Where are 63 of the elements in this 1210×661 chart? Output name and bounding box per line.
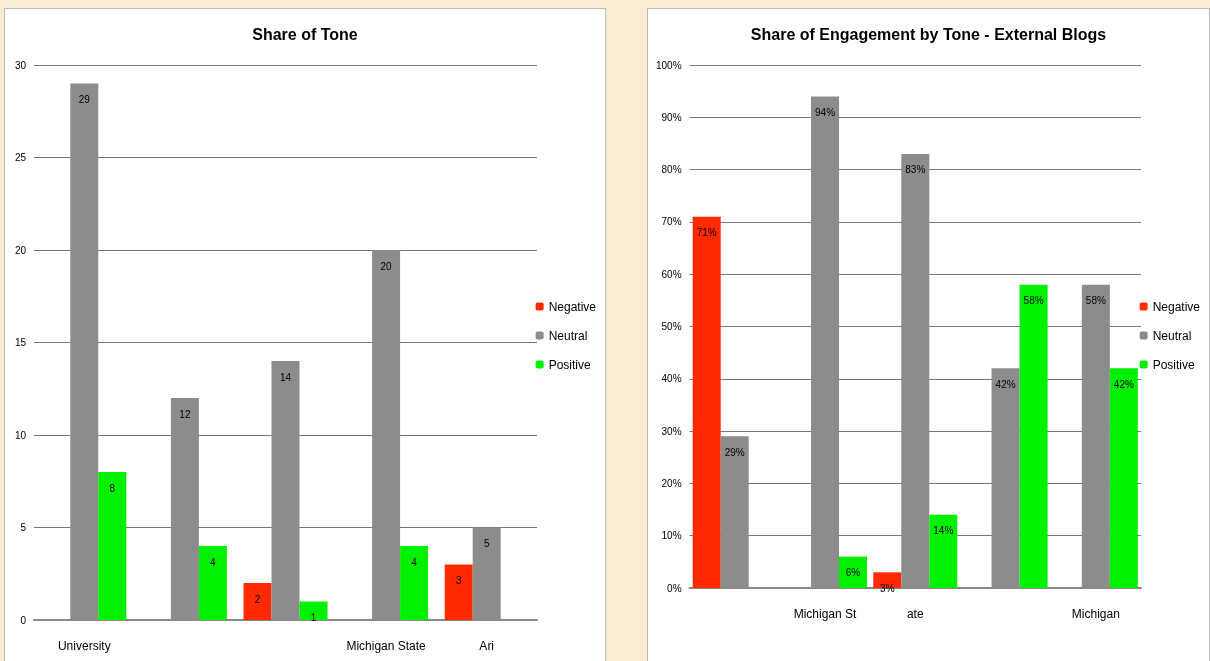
y-tick-label: 15 <box>14 337 27 348</box>
chart-title: Share of Tone <box>252 25 358 43</box>
legend-label: Positive <box>1152 357 1195 372</box>
data-label: 8 <box>109 482 116 494</box>
data-label: 2 <box>254 593 261 605</box>
y-tick-label: 20% <box>661 477 682 489</box>
bar <box>243 583 272 620</box>
data-label: 20 <box>380 260 393 272</box>
data-label: 58% <box>1023 295 1044 307</box>
y-tick-label: 5 <box>20 522 27 533</box>
data-label: 6% <box>845 567 861 579</box>
data-label: 12 <box>179 408 191 420</box>
data-label: 14% <box>933 525 954 537</box>
y-tick-label: 10 <box>14 429 27 441</box>
data-label: 4 <box>210 556 217 568</box>
chart-title: Share of Engagement by Tone - External Blogs <box>750 25 1107 43</box>
data-label: 29 <box>78 94 91 105</box>
y-tick-label: 50% <box>661 321 682 332</box>
y-tick-label: 60% <box>661 268 682 280</box>
bar <box>1019 284 1048 588</box>
bar <box>692 216 721 588</box>
data-label: 4 <box>411 556 418 568</box>
data-label: 14 <box>279 371 292 383</box>
y-tick-label: 40% <box>661 373 682 385</box>
legend-label: Negative <box>1152 299 1201 314</box>
y-tick-label: 80% <box>661 164 682 176</box>
bar <box>98 472 127 620</box>
y-tick-label: 90% <box>661 111 682 123</box>
legend-label: Neutral <box>1152 328 1192 343</box>
y-tick-label: 70% <box>661 216 682 228</box>
x-tick-label: Michigan <box>1071 607 1120 621</box>
y-tick-label: 10% <box>661 530 682 542</box>
data-label: 3 <box>455 575 462 586</box>
data-label: 58% <box>1085 295 1106 307</box>
y-tick-label: 25 <box>14 152 27 163</box>
data-label: 42% <box>1113 378 1134 390</box>
data-label: 29% <box>724 446 745 458</box>
bar <box>1109 368 1138 588</box>
data-label: 1 <box>310 612 317 623</box>
x-tick-label: Ari <box>479 639 495 653</box>
data-label: 42% <box>995 378 1016 390</box>
x-tick-label: University <box>57 639 111 653</box>
data-label: 71% <box>696 227 717 239</box>
legend-label: Negative <box>548 299 597 314</box>
x-tick-label: Michigan State <box>346 639 427 653</box>
x-tick-label: ate <box>906 607 924 621</box>
y-tick-label: 30 <box>14 59 27 71</box>
bar <box>299 601 328 620</box>
y-tick-label: 100% <box>656 59 682 71</box>
legend-label: Neutral <box>548 328 588 343</box>
bar <box>444 564 473 620</box>
bar <box>400 546 429 620</box>
y-tick-label: 20 <box>14 244 27 256</box>
x-tick-label: Michigan St <box>793 607 858 621</box>
legend-label: Positive <box>548 357 591 372</box>
y-tick-label: 30% <box>661 425 682 437</box>
data-label: 5 <box>483 538 490 549</box>
bar <box>929 514 958 588</box>
data-label: 83% <box>905 164 926 176</box>
bar <box>198 546 227 620</box>
y-tick-label: 0% <box>667 582 682 594</box>
data-label: 94% <box>815 106 836 118</box>
y-tick-label: 0 <box>20 614 27 626</box>
